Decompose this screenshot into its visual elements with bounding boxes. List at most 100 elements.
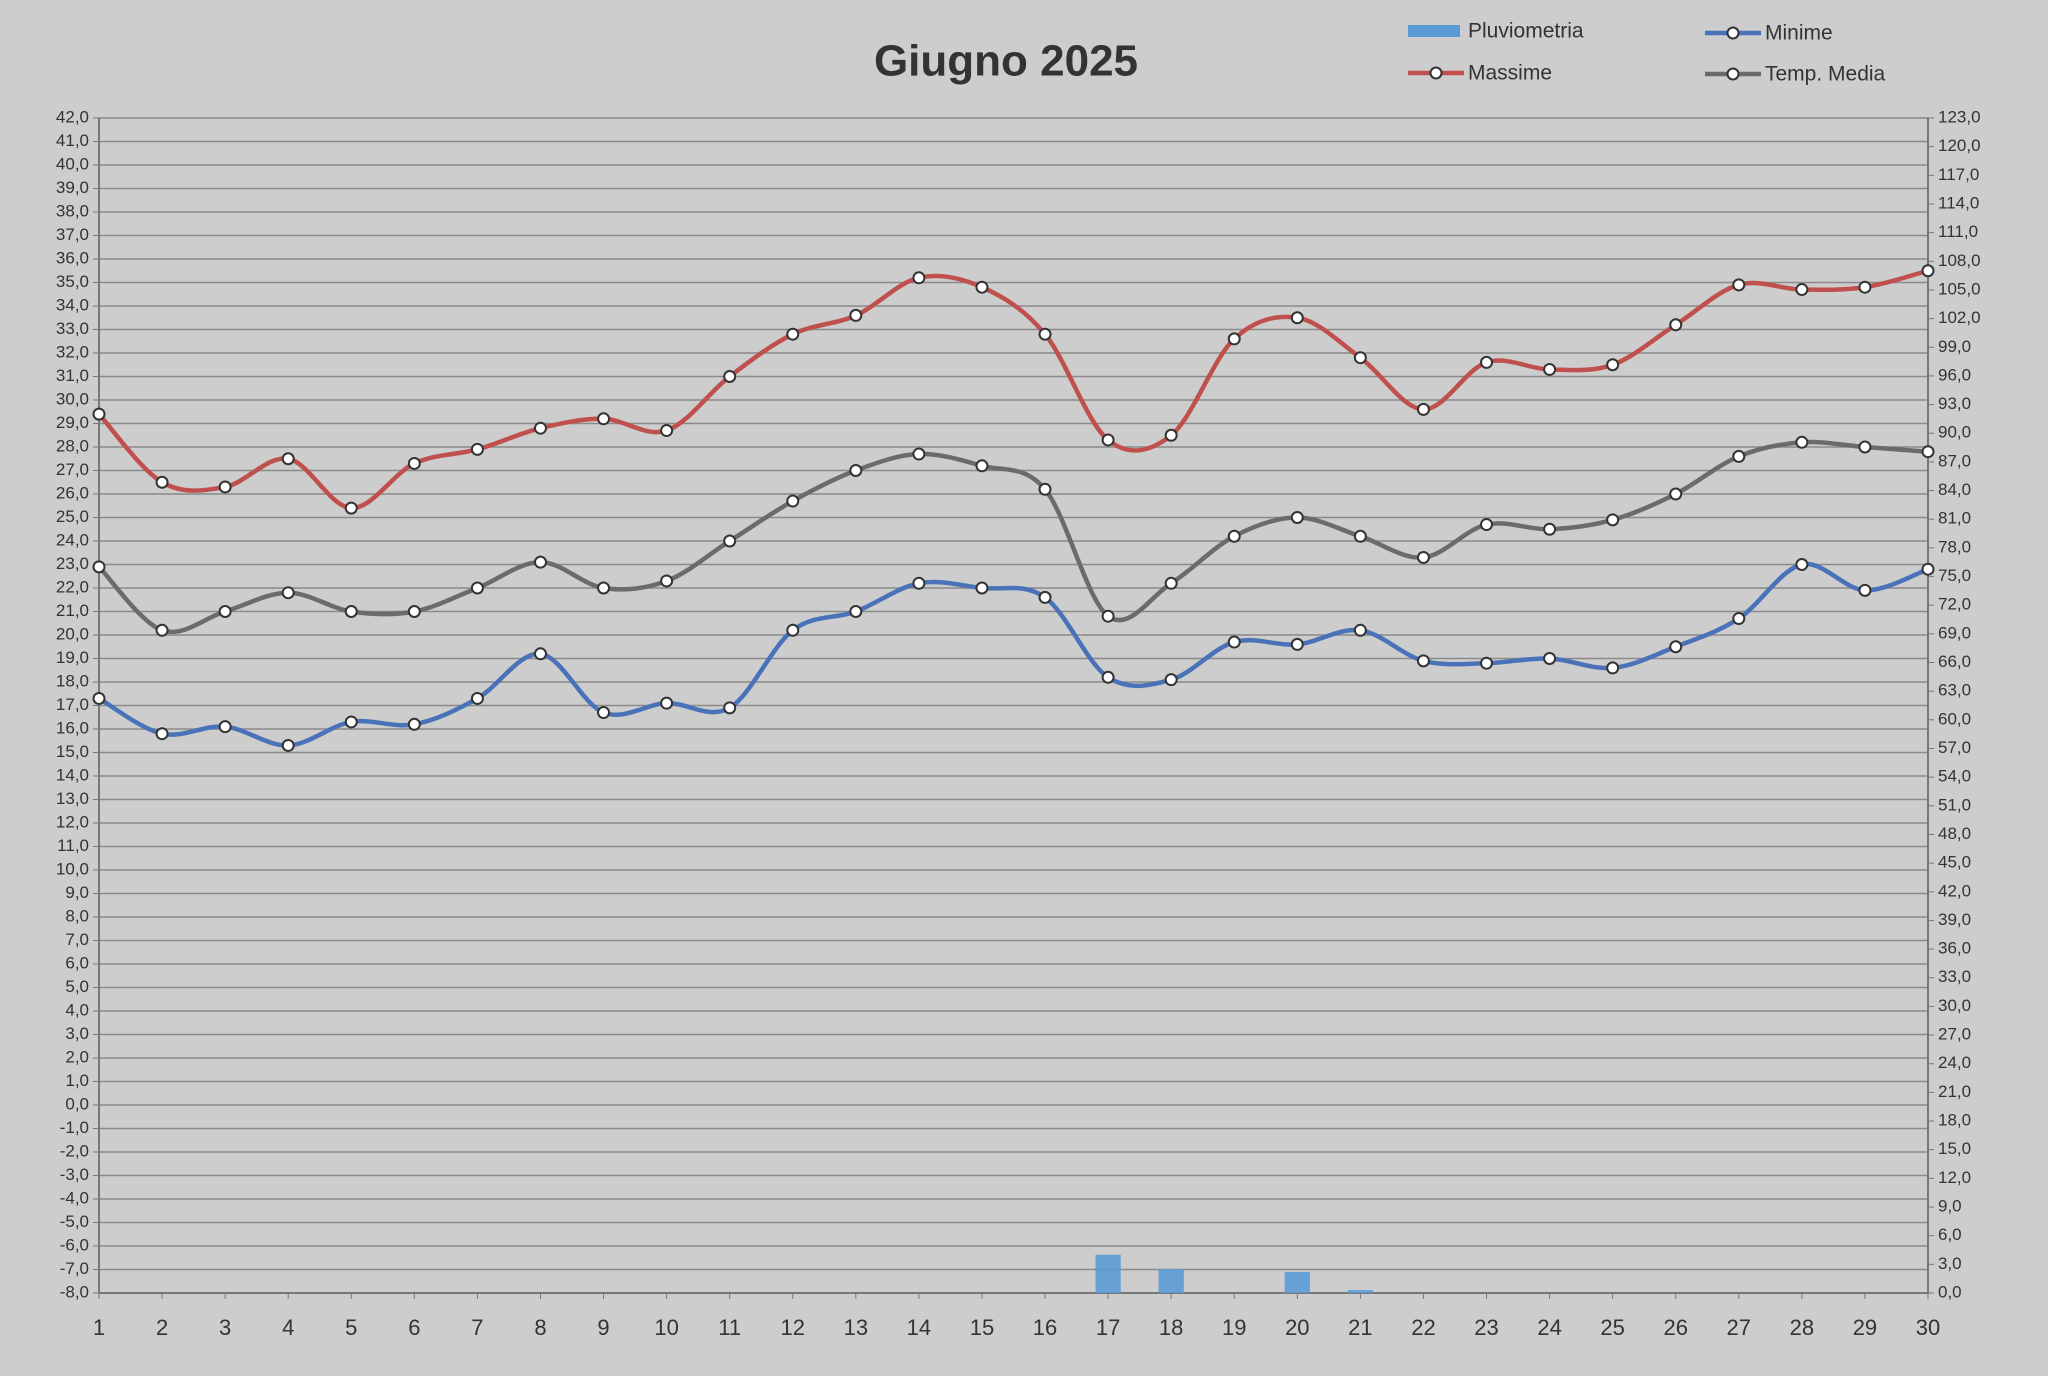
y-tick-label: 4,0 (65, 1000, 89, 1019)
y2-tick-label: 102,0 (1938, 308, 1981, 327)
point (912, 271, 926, 285)
point (407, 717, 421, 731)
point (1480, 355, 1494, 369)
y-tick-label: 32,0 (56, 342, 89, 361)
legend-label: Massime (1468, 62, 1552, 85)
y2-tick-label: 6,0 (1938, 1225, 1962, 1244)
y2-tick-label: 69,0 (1938, 623, 1971, 642)
point (155, 475, 169, 489)
y2-tick-label: 93,0 (1938, 394, 1971, 413)
y2-tick-label: 111,0 (1938, 222, 1978, 241)
x-tick-label: 14 (907, 1315, 931, 1340)
y2-tick-label: 87,0 (1938, 451, 1971, 470)
y2-tick-label: 0,0 (1938, 1282, 1962, 1301)
y-tick-label: 24,0 (56, 530, 89, 549)
point (1795, 283, 1809, 297)
point (1101, 670, 1115, 684)
y2-tick-label: 39,0 (1938, 910, 1971, 929)
y-tick-label: -2,0 (60, 1141, 89, 1160)
x-tick-label: 6 (408, 1315, 420, 1340)
point (1038, 590, 1052, 604)
point (155, 623, 169, 637)
x-tick-label: 23 (1474, 1315, 1498, 1340)
point (1858, 440, 1872, 454)
y2-tick-label: 42,0 (1938, 881, 1971, 900)
point (1164, 576, 1178, 590)
point (470, 691, 484, 705)
point (1480, 656, 1494, 670)
y-tick-label: 9,0 (65, 883, 89, 902)
y-tick-label: 37,0 (56, 225, 89, 244)
point (1038, 482, 1052, 496)
y-tick-label: -7,0 (60, 1259, 89, 1278)
legend-marker (1726, 67, 1740, 81)
point (786, 494, 800, 508)
point (597, 581, 611, 595)
y2-tick-label: 96,0 (1938, 365, 1971, 384)
point (1101, 433, 1115, 447)
y-tick-label: -8,0 (60, 1282, 89, 1301)
y2-tick-label: 120,0 (1938, 136, 1981, 155)
point (1227, 332, 1241, 346)
x-tick-label: 5 (345, 1315, 357, 1340)
y-tick-label: 7,0 (65, 930, 89, 949)
point (407, 456, 421, 470)
point (1416, 654, 1430, 668)
x-tick-label: 16 (1033, 1315, 1057, 1340)
y2-tick-label: 3,0 (1938, 1254, 1962, 1273)
point (407, 605, 421, 618)
point (1921, 264, 1935, 278)
bar (1095, 1254, 1121, 1293)
y2-tick-label: 72,0 (1938, 595, 1971, 614)
y-tick-label: 38,0 (56, 201, 89, 220)
y-tick-label: 21,0 (56, 601, 89, 620)
y-tick-label: 25,0 (56, 507, 89, 526)
legend-swatch (1408, 25, 1460, 37)
legend-label: Temp. Media (1765, 63, 1886, 86)
y-tick-label: 36,0 (56, 248, 89, 267)
x-tick-label: 28 (1790, 1315, 1814, 1340)
y-tick-label: 10,0 (56, 859, 89, 878)
y-tick-label: 26,0 (56, 483, 89, 502)
y2-tick-label: 105,0 (1938, 279, 1981, 298)
x-tick-label: 15 (970, 1315, 994, 1340)
point (92, 691, 106, 705)
legend-marker (1726, 26, 1740, 40)
point (92, 560, 106, 574)
y2-tick-label: 54,0 (1938, 767, 1971, 786)
x-tick-label: 1 (93, 1315, 105, 1340)
point (344, 605, 358, 618)
point (723, 534, 737, 548)
y-tick-label: -5,0 (60, 1212, 89, 1231)
point (1480, 518, 1494, 532)
x-tick-label: 30 (1916, 1315, 1940, 1340)
x-tick-label: 29 (1853, 1315, 1877, 1340)
point (975, 459, 989, 473)
point (1606, 513, 1620, 527)
x-tick-label: 17 (1096, 1315, 1120, 1340)
point (1416, 402, 1430, 416)
y2-tick-label: 123,0 (1938, 107, 1981, 126)
y-tick-label: 42,0 (56, 107, 89, 126)
y2-tick-label: 114,0 (1938, 193, 1979, 212)
y2-tick-label: 81,0 (1938, 509, 1971, 528)
y-tick-label: 17,0 (56, 695, 89, 714)
y2-tick-label: 63,0 (1938, 681, 1971, 700)
x-tick-label: 24 (1537, 1315, 1561, 1340)
y-tick-label: 29,0 (56, 413, 89, 432)
point (1353, 623, 1367, 637)
y2-tick-label: 90,0 (1938, 423, 1971, 442)
legend-label: Minime (1765, 22, 1833, 45)
y2-tick-label: 33,0 (1938, 967, 1971, 986)
point (92, 407, 106, 421)
x-tick-label: 19 (1222, 1315, 1246, 1340)
y-tick-label: -6,0 (60, 1235, 89, 1254)
y-tick-label: 2,0 (65, 1047, 89, 1066)
point (1921, 562, 1935, 576)
point (1732, 449, 1746, 463)
point (786, 623, 800, 637)
point (1290, 311, 1304, 325)
y2-tick-label: 12,0 (1938, 1168, 1971, 1187)
x-tick-label: 3 (219, 1315, 231, 1340)
